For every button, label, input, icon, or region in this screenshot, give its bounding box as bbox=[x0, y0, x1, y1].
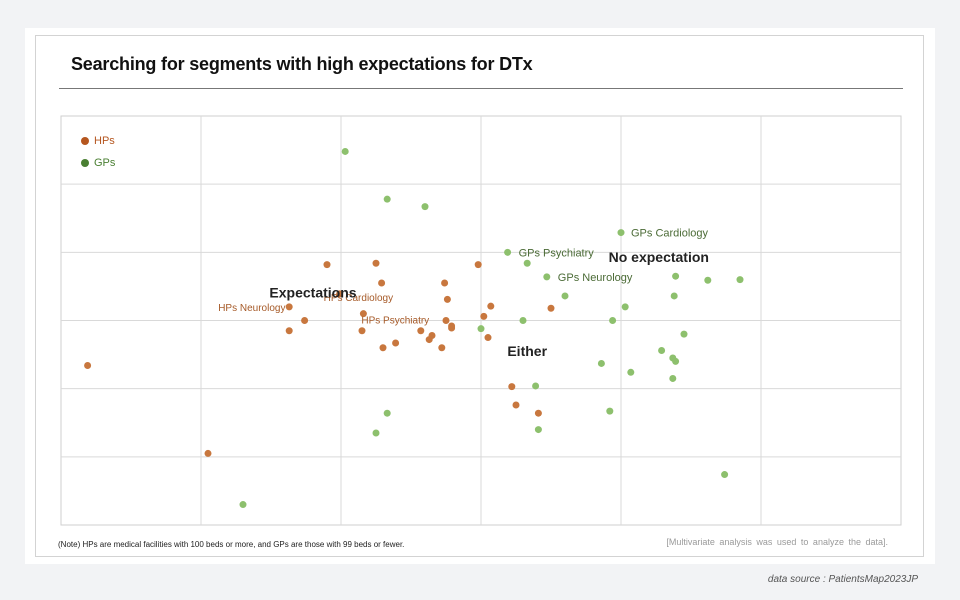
footnote: (Note) HPs are medical facilities with 1… bbox=[58, 540, 405, 549]
point-label-gps-neurology: GPs Neurology bbox=[558, 272, 633, 284]
data-point-gps bbox=[372, 429, 380, 437]
legend: HPs GPs bbox=[81, 135, 116, 169]
annotation-no-expectation: No expectation bbox=[609, 249, 709, 265]
data-point-hps bbox=[358, 327, 366, 335]
data-point-hps bbox=[487, 302, 495, 310]
data-source: data source : PatientsMap2023JP bbox=[767, 574, 918, 585]
data-point-gps bbox=[504, 248, 512, 256]
data-point-gps bbox=[736, 276, 744, 284]
data-point-gps bbox=[383, 195, 391, 203]
data-point-hps bbox=[204, 449, 212, 457]
data-point-gps bbox=[609, 317, 617, 324]
data-point-gps bbox=[621, 303, 629, 311]
data-point-gps bbox=[597, 359, 605, 367]
annotation-either: Either bbox=[507, 343, 547, 359]
legend-marker-hps bbox=[81, 137, 89, 145]
data-point-gps bbox=[477, 325, 485, 333]
data-point-gps bbox=[532, 382, 540, 390]
data-point-gps bbox=[680, 330, 688, 338]
data-point-hps bbox=[448, 324, 456, 332]
annotation-expectations: Expectations bbox=[269, 284, 356, 300]
data-point-gps bbox=[670, 292, 678, 300]
data-point-hps bbox=[534, 409, 542, 417]
data-point-hps bbox=[442, 317, 450, 324]
gridlines bbox=[61, 116, 901, 525]
data-point-gps bbox=[383, 409, 391, 417]
data-point-hps bbox=[336, 290, 344, 298]
legend-label-hps: HPs bbox=[94, 135, 115, 147]
point-labels: HPs Neurology HPs Cardiology HPs Psychiatr… bbox=[218, 228, 708, 327]
data-point-hps bbox=[547, 304, 555, 312]
data-point-hps bbox=[285, 327, 293, 335]
data-point-gps bbox=[617, 229, 625, 237]
data-point-gps bbox=[543, 273, 551, 281]
data-point-hps bbox=[392, 339, 400, 347]
data-point-gps bbox=[672, 357, 680, 365]
data-point-hps bbox=[428, 331, 436, 339]
data-point-hps bbox=[301, 317, 309, 324]
data-point-hps bbox=[285, 303, 293, 311]
data-point-gps bbox=[721, 471, 729, 479]
point-label-gps-psychiatry: GPs Psychiatry bbox=[519, 247, 595, 259]
data-point-gps bbox=[669, 374, 677, 382]
data-point-hps bbox=[378, 279, 386, 287]
data-point-hps bbox=[372, 259, 380, 267]
data-point-gps bbox=[606, 407, 614, 415]
data-point-gps bbox=[239, 501, 247, 509]
point-label-hps-cardiology: HPs Cardiology bbox=[324, 293, 393, 304]
data-point-hps bbox=[443, 295, 451, 303]
data-point-gps bbox=[421, 203, 429, 211]
chart-title: Searching for segments with high expecta… bbox=[71, 54, 533, 74]
data-point-gps bbox=[519, 317, 527, 324]
legend-marker-gps bbox=[81, 159, 89, 167]
data-point-gps bbox=[672, 272, 680, 280]
data-point-gps bbox=[627, 368, 635, 376]
data-point-gps bbox=[534, 426, 542, 434]
chart-frame bbox=[35, 35, 924, 557]
data-points bbox=[84, 147, 744, 509]
data-point-hps bbox=[508, 383, 516, 391]
point-label-hps-neurology: HPs Neurology bbox=[218, 303, 285, 314]
data-point-gps bbox=[704, 276, 712, 284]
method-note: [Multivariate analysis was used to analy… bbox=[666, 537, 888, 547]
data-point-hps bbox=[84, 361, 92, 369]
data-point-hps bbox=[417, 327, 425, 335]
region-annotations: Expectations No expectation Either bbox=[269, 249, 709, 359]
data-point-hps bbox=[484, 334, 492, 342]
data-point-gps bbox=[523, 259, 531, 267]
data-point-hps bbox=[512, 401, 520, 409]
data-point-gps bbox=[658, 346, 666, 354]
point-label-hps-psychiatry: HPs Psychiatry bbox=[361, 316, 429, 327]
legend-label-gps: GPs bbox=[94, 157, 116, 169]
title-divider bbox=[59, 88, 903, 89]
data-point-gps bbox=[561, 292, 569, 300]
data-point-hps bbox=[441, 279, 449, 287]
point-label-gps-cardiology: GPs Cardiology bbox=[631, 228, 709, 240]
data-point-hps bbox=[379, 344, 387, 352]
data-point-hps bbox=[474, 261, 482, 269]
data-point-hps bbox=[323, 261, 331, 269]
data-point-gps bbox=[341, 147, 349, 155]
data-point-hps bbox=[359, 310, 367, 318]
data-point-hps bbox=[438, 344, 446, 352]
data-point-hps bbox=[480, 312, 488, 320]
